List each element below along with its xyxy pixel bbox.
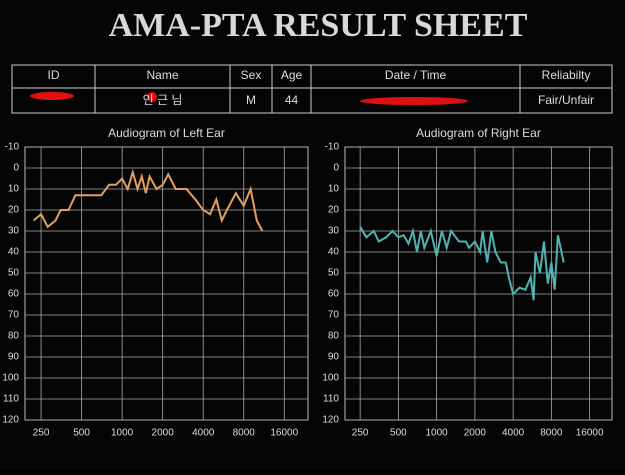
- x-tick-label: 1000: [426, 428, 449, 439]
- y-tick-label: 0: [13, 163, 19, 174]
- y-tick-label: 100: [322, 373, 339, 384]
- y-tick-label: 30: [328, 226, 340, 237]
- y-tick-label: 110: [3, 394, 19, 405]
- y-tick-label: 50: [8, 268, 20, 279]
- column-header: ID: [48, 68, 60, 82]
- y-tick-label: 60: [328, 289, 340, 300]
- y-tick-label: -10: [325, 142, 340, 153]
- redaction: [360, 97, 468, 105]
- redaction: [30, 92, 74, 100]
- y-tick-label: 10: [8, 184, 20, 195]
- x-tick-label: 16000: [576, 428, 604, 439]
- x-tick-label: 2000: [152, 428, 175, 439]
- y-tick-label: 110: [323, 394, 339, 405]
- cell-value: 44: [285, 93, 299, 107]
- chart-title: Audiogram of Right Ear: [416, 126, 541, 140]
- x-tick-label: 8000: [540, 428, 563, 439]
- y-tick-label: 70: [8, 310, 20, 321]
- x-tick-label: 500: [390, 428, 407, 439]
- y-tick-label: 20: [328, 205, 340, 216]
- y-tick-label: 60: [8, 289, 20, 300]
- x-tick-label: 250: [352, 428, 369, 439]
- x-tick-label: 250: [33, 428, 50, 439]
- x-tick-label: 4000: [502, 428, 525, 439]
- audiogram-line: [359, 226, 565, 301]
- x-tick-label: 500: [73, 428, 90, 439]
- cell-value: M: [246, 93, 256, 107]
- table-grid: [11, 64, 613, 114]
- y-tick-label: 40: [328, 247, 340, 258]
- x-tick-label: 16000: [270, 428, 298, 439]
- y-tick-label: 10: [328, 184, 340, 195]
- y-tick-label: 70: [328, 310, 340, 321]
- y-tick-label: 80: [8, 331, 20, 342]
- chart-title: Audiogram of Left Ear: [108, 126, 225, 140]
- y-tick-label: 100: [2, 373, 19, 384]
- column-header: Reliabilty: [542, 68, 591, 82]
- y-tick-label: -10: [5, 142, 20, 153]
- column-header: Date / Time: [385, 68, 447, 82]
- y-tick-label: 20: [8, 205, 20, 216]
- x-tick-label: 4000: [192, 428, 215, 439]
- y-tick-label: 80: [328, 331, 340, 342]
- y-tick-label: 90: [8, 352, 20, 363]
- y-tick-label: 50: [328, 268, 340, 279]
- y-tick-label: 120: [2, 415, 19, 426]
- x-tick-label: 1000: [111, 428, 134, 439]
- y-tick-label: 0: [333, 163, 339, 174]
- y-tick-label: 90: [328, 352, 340, 363]
- cell-value: 인 근 님: [143, 93, 183, 107]
- audiogram-line: [32, 168, 264, 232]
- x-tick-label: 2000: [464, 428, 487, 439]
- x-tick-label: 8000: [233, 428, 256, 439]
- redaction: [147, 92, 157, 102]
- column-header: Sex: [241, 68, 262, 82]
- y-tick-label: 30: [8, 226, 20, 237]
- y-tick-label: 40: [8, 247, 20, 258]
- cell-value: Fair/Unfair: [538, 93, 594, 107]
- column-header: Age: [281, 68, 303, 82]
- column-header: Name: [146, 68, 178, 82]
- page-title: AMA-PTA RESULT SHEET: [109, 7, 528, 44]
- y-tick-label: 120: [322, 415, 339, 426]
